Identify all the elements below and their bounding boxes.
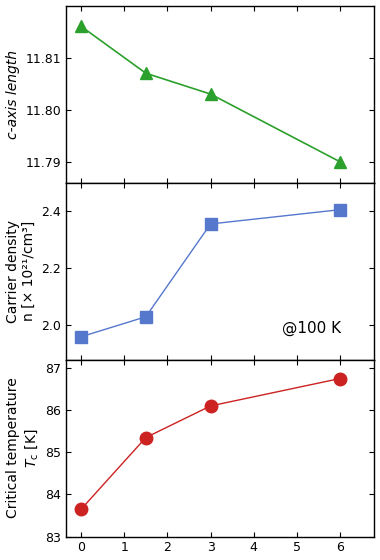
Y-axis label: Critical temperature
$T_\mathrm{c}$ [K]: Critical temperature $T_\mathrm{c}$ [K] bbox=[6, 377, 40, 519]
Y-axis label: Carrier density
n [× 10²¹/cm³]: Carrier density n [× 10²¹/cm³] bbox=[6, 220, 36, 323]
Text: @100 K: @100 K bbox=[282, 321, 341, 336]
Y-axis label: c-axis length: c-axis length bbox=[6, 50, 20, 138]
